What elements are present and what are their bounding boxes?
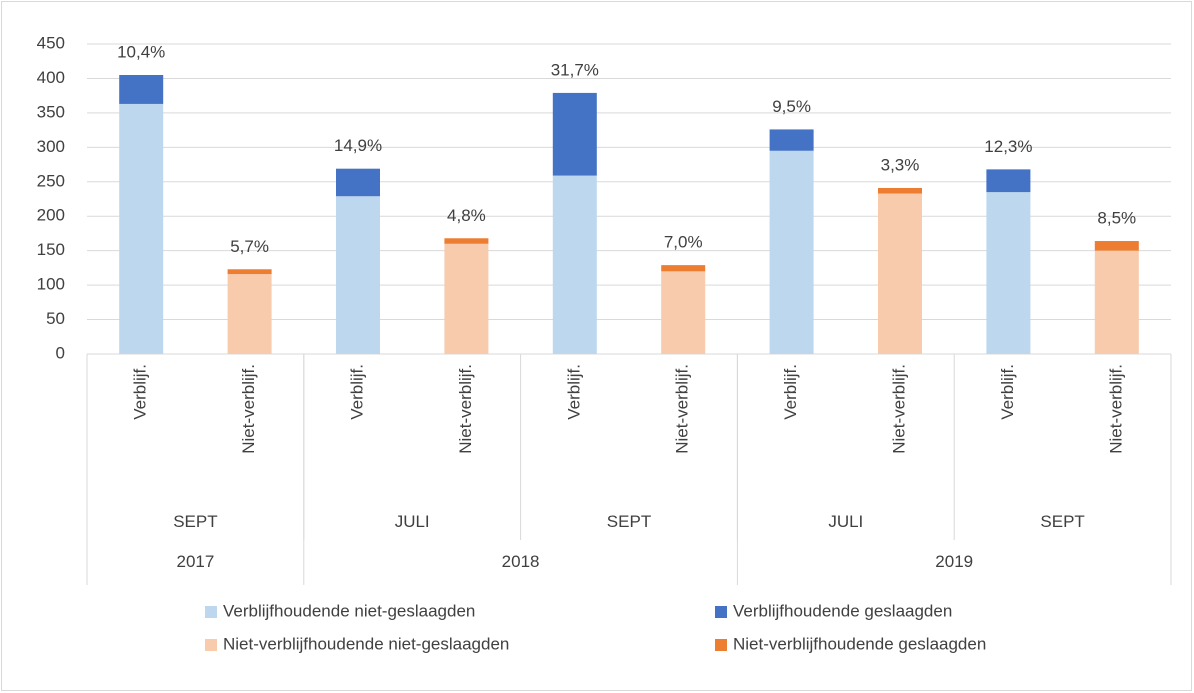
data-annotation: 12,3%	[984, 137, 1032, 156]
bar-segment	[986, 169, 1031, 193]
x-tick-label: Niet-verblijf.	[889, 364, 908, 454]
y-tick-label: 450	[37, 33, 65, 52]
category-month: SEPT	[173, 512, 217, 531]
category-month: SEPT	[1040, 512, 1084, 531]
y-tick-label: 300	[37, 137, 65, 156]
bar-segment	[336, 196, 380, 354]
bar-segment	[552, 175, 597, 354]
x-tick-label: Verblijf.	[998, 364, 1017, 420]
y-tick-label: 200	[37, 206, 65, 225]
bar-segment	[336, 168, 380, 197]
legend-swatch	[715, 606, 727, 618]
data-annotation: 5,7%	[230, 237, 269, 256]
bar-segment	[1094, 250, 1139, 354]
legend-label: Verblijfhoudende geslaagden	[733, 601, 952, 620]
x-tick-label: Verblijf.	[131, 364, 150, 420]
data-annotation: 31,7%	[551, 60, 599, 79]
bar-segment	[878, 187, 922, 194]
bar-segment	[661, 271, 706, 354]
y-tick-label: 50	[46, 309, 65, 328]
category-year: 2018	[502, 552, 540, 571]
bar-segment	[769, 150, 814, 354]
y-tick-label: 150	[37, 240, 65, 259]
legend-label: Niet-verblijfhoudende niet-geslaagden	[223, 634, 509, 653]
legend-label: Niet-verblijfhoudende geslaagden	[733, 634, 986, 653]
bar-segment	[444, 238, 489, 244]
x-tick-label: Verblijf.	[781, 364, 800, 420]
y-tick-label: 250	[37, 171, 65, 190]
bar-segment	[661, 265, 706, 272]
legend-swatch	[205, 606, 217, 618]
bar-segment	[1094, 241, 1139, 251]
x-tick-label: Niet-verblijf.	[239, 364, 258, 454]
x-tick-label: Niet-verblijf.	[673, 364, 692, 454]
x-tick-label: Verblijf.	[564, 364, 583, 420]
bar-segment	[986, 192, 1031, 354]
data-annotation: 7,0%	[664, 233, 703, 252]
bar-segment	[878, 193, 922, 354]
category-year: 2017	[176, 552, 214, 571]
bar-segment	[227, 274, 272, 354]
bar-segment	[444, 243, 489, 354]
legend-swatch	[715, 639, 727, 651]
x-tick-label: Verblijf.	[347, 364, 366, 420]
y-tick-label: 350	[37, 102, 65, 121]
data-annotation: 3,3%	[881, 155, 920, 174]
data-annotation: 10,4%	[117, 42, 165, 61]
category-month: JULI	[828, 512, 863, 531]
category-month: JULI	[395, 512, 430, 531]
data-annotation: 9,5%	[772, 97, 811, 116]
data-annotation: 8,5%	[1097, 209, 1136, 228]
data-annotation: 4,8%	[447, 206, 486, 225]
category-year: 2019	[935, 552, 973, 571]
bar-segment	[227, 269, 272, 275]
bar-segment	[552, 92, 597, 176]
bar-segment	[769, 129, 814, 151]
x-tick-label: Niet-verblijf.	[456, 364, 475, 454]
data-annotation: 14,9%	[334, 136, 382, 155]
legend-swatch	[205, 639, 217, 651]
bar-segment	[119, 75, 164, 104]
category-month: SEPT	[607, 512, 651, 531]
x-tick-label: Niet-verblijf.	[1106, 364, 1125, 454]
y-tick-label: 400	[37, 68, 65, 87]
legend-label: Verblijfhoudende niet-geslaagden	[223, 601, 475, 620]
bar-segment	[119, 103, 164, 354]
y-tick-label: 100	[37, 275, 65, 294]
y-tick-label: 0	[56, 343, 65, 362]
